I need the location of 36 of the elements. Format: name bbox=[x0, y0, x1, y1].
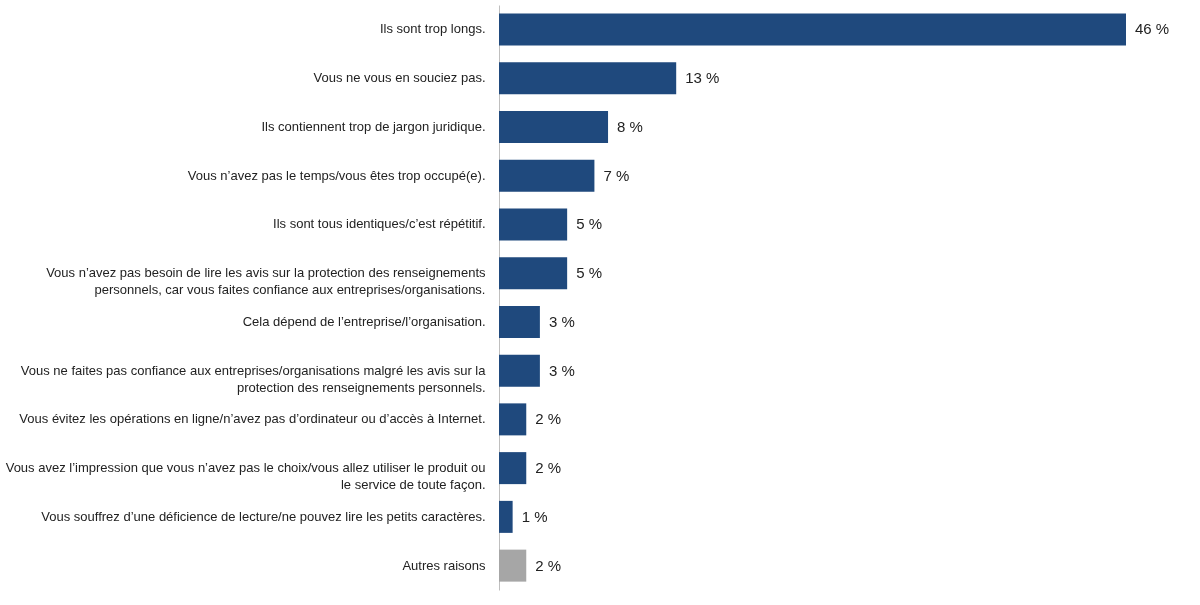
y-tick-label: Vous n’avez pas le temps/vous êtes trop occupé(e). bbox=[187, 167, 486, 183]
data-label: 1 % bbox=[521, 507, 548, 525]
y-tick-label: Ils contiennent trop de jargon juridique. bbox=[261, 118, 486, 134]
bar bbox=[499, 500, 513, 533]
data-label: 2 % bbox=[535, 410, 562, 428]
bar bbox=[499, 403, 527, 436]
bar bbox=[499, 549, 527, 582]
data-label: 46 % bbox=[1135, 20, 1170, 38]
y-tick-label: Ils sont trop longs. bbox=[380, 21, 486, 37]
y-tick-label: Cela dépend de l’entreprise/l’organisation. bbox=[242, 313, 486, 329]
bar bbox=[499, 452, 527, 485]
y-tick-label: Vous ne vous en souciez pas. bbox=[313, 70, 486, 86]
y-tick-label: Ils sont tous identiques/c’est répétitif. bbox=[273, 216, 486, 232]
bar bbox=[499, 257, 568, 290]
data-label: 2 % bbox=[535, 459, 562, 477]
bar bbox=[499, 159, 595, 192]
data-label: 13 % bbox=[685, 69, 720, 87]
bar bbox=[499, 208, 568, 241]
bar bbox=[499, 305, 540, 338]
y-tick-label: Vous avez l’impression que vous n’avez pas le choix/vous allez utiliser le produit ou le service de toute façon. bbox=[5, 460, 486, 493]
y-tick-label: Vous souffrez d’une déficience de lecture/ne pouvez lire les petits caractères. bbox=[41, 508, 486, 524]
y-tick-label: Vous évitez les opérations en ligne/n’avez pas d’ordinateur ou d’accès à Internet. bbox=[19, 411, 486, 427]
y-tick-label: Vous ne faites pas confiance aux entreprises/organisations malgré les avis sur la protection des renseignements personnels. bbox=[20, 362, 487, 395]
data-label: 3 % bbox=[548, 312, 575, 330]
data-label: 5 % bbox=[576, 264, 603, 282]
y-tick-label: Vous n’avez pas besoin de lire les avis sur la protection des renseignements personnels, car vous faites confiance aux entreprises/organisations. bbox=[46, 265, 486, 298]
bar bbox=[499, 110, 609, 143]
data-label: 3 % bbox=[548, 361, 575, 379]
bar bbox=[499, 354, 540, 387]
bar bbox=[499, 62, 677, 95]
y-tick-label: Autres raisons bbox=[402, 557, 486, 573]
data-label: 5 % bbox=[576, 215, 603, 233]
data-label: 2 % bbox=[535, 556, 562, 574]
data-label: 8 % bbox=[617, 117, 643, 135]
bar bbox=[499, 13, 1126, 46]
data-label: 7 % bbox=[603, 166, 630, 184]
